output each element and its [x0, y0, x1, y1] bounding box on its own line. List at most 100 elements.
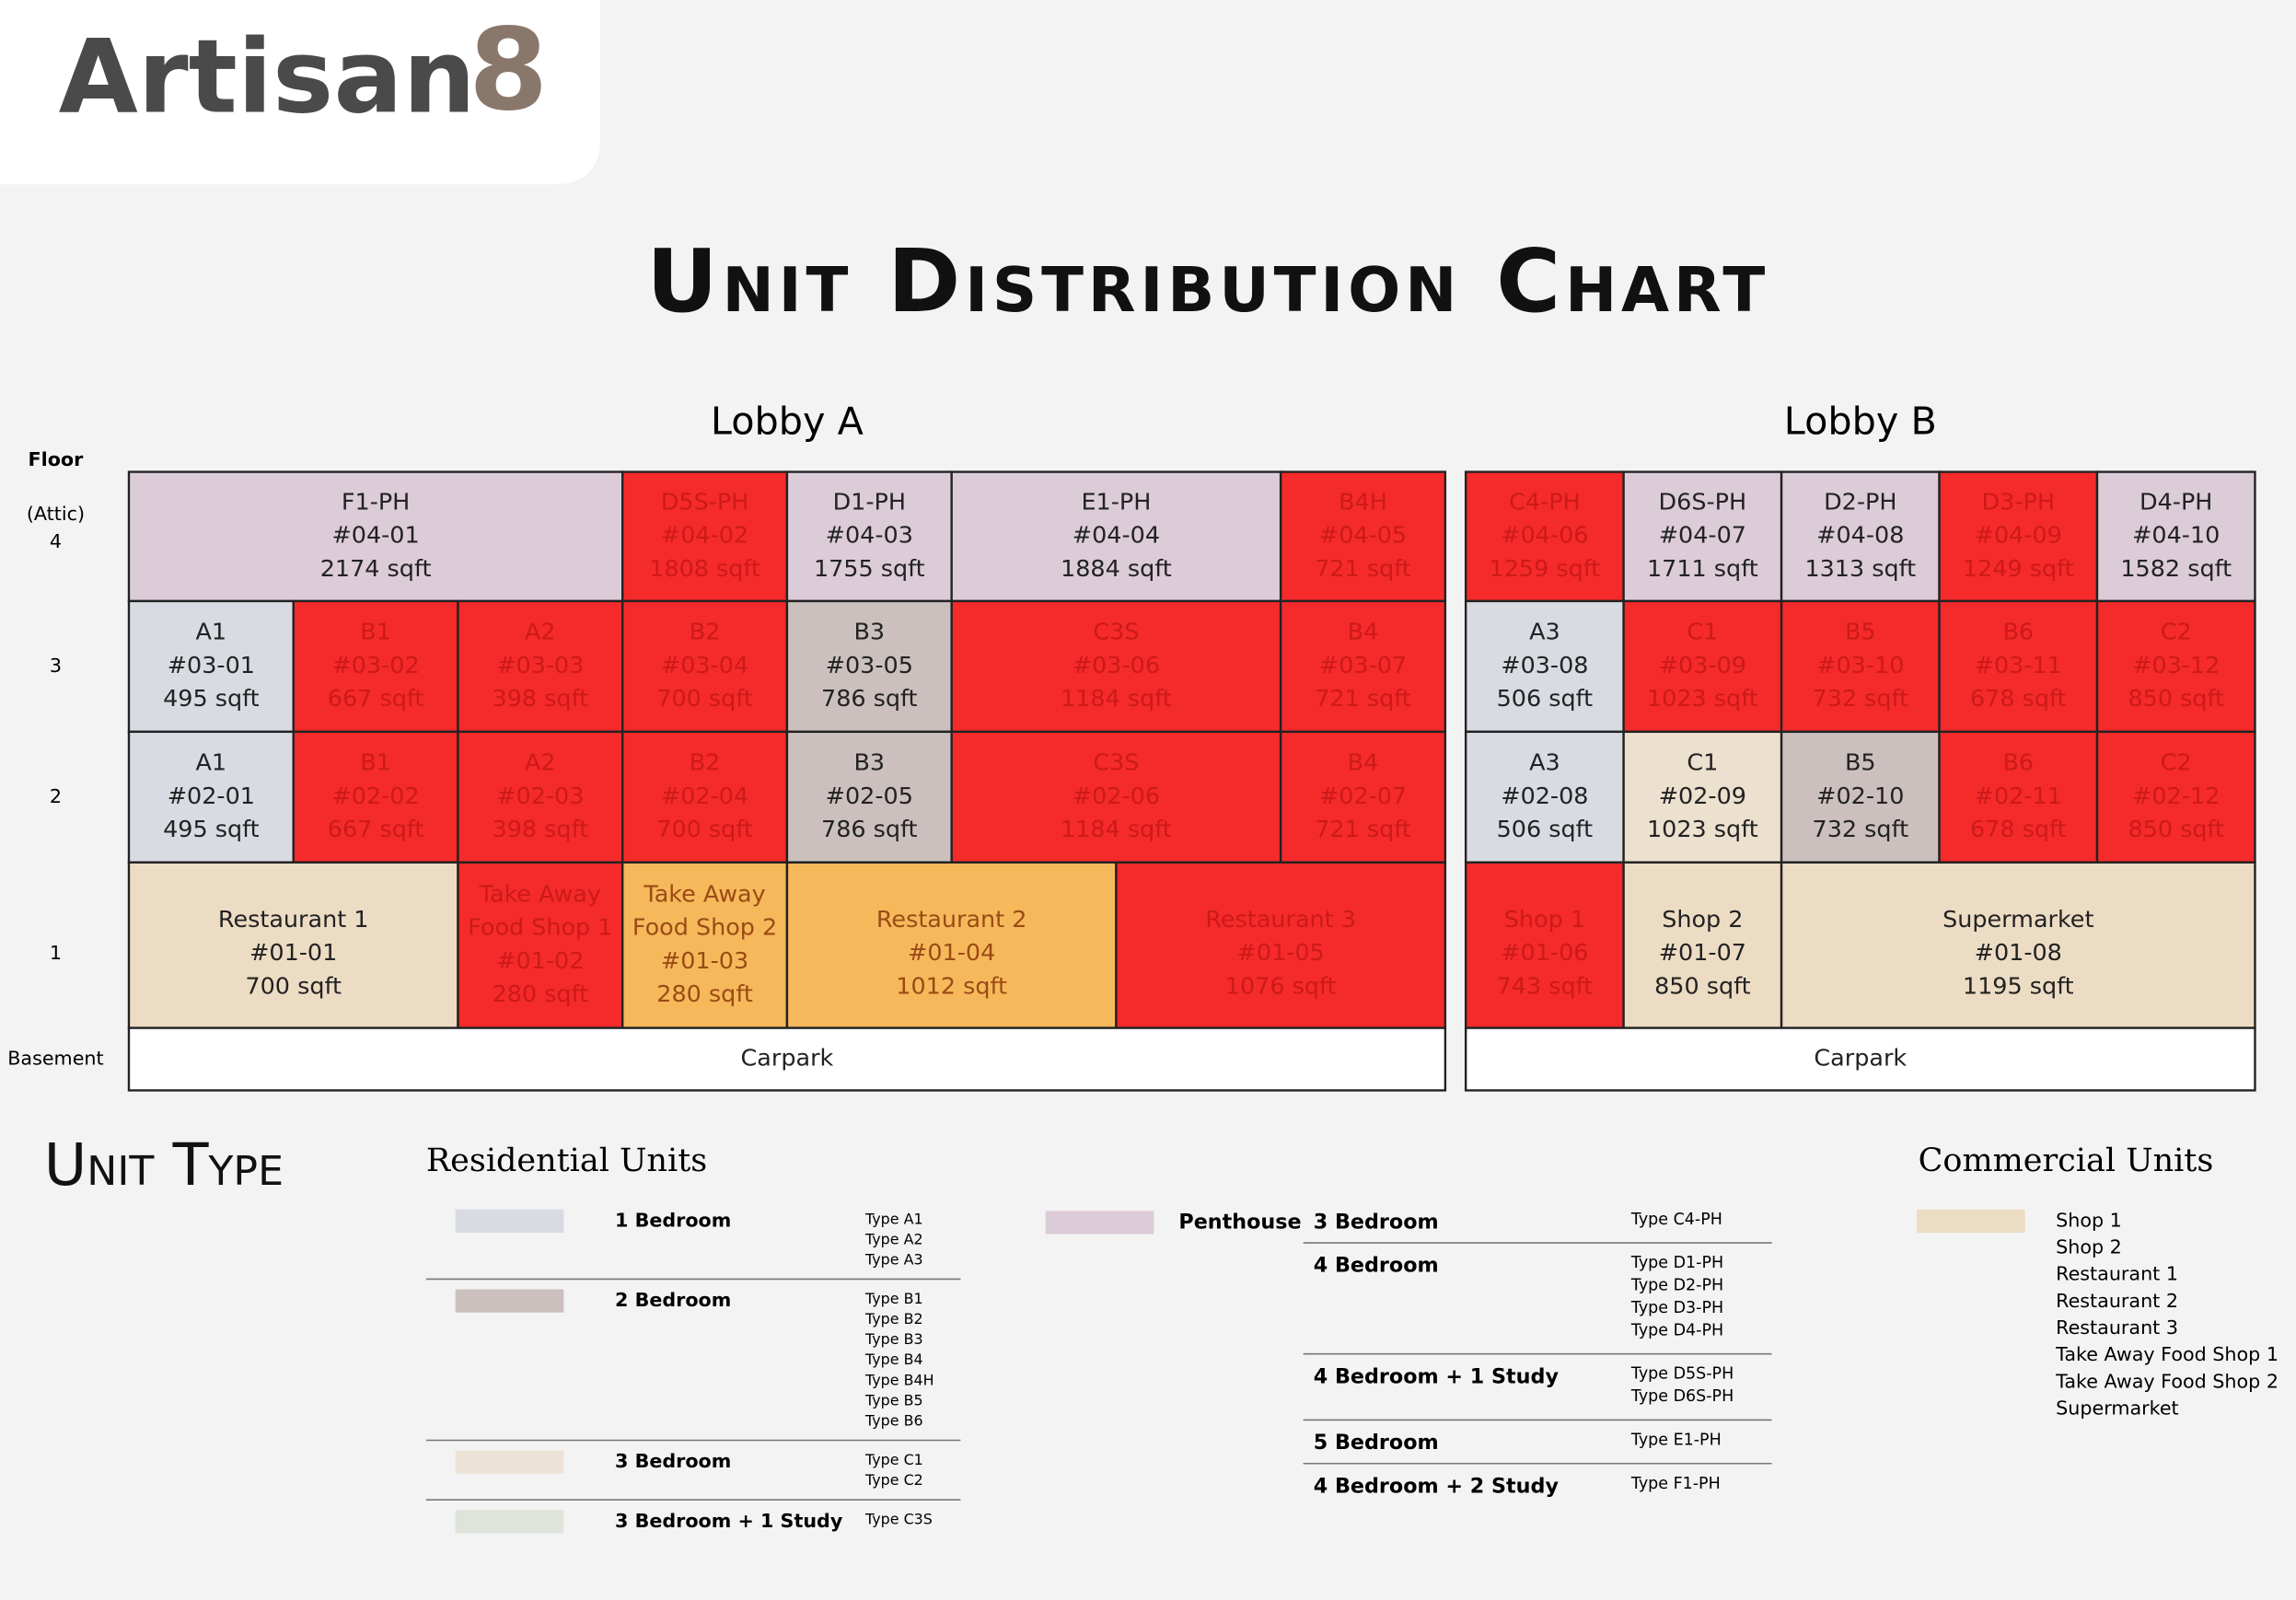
- cell-text: 1582 sqft: [2120, 554, 2232, 582]
- cell-text: 786 sqft: [821, 684, 918, 712]
- cell-text: C3S: [1093, 748, 1139, 776]
- cell-text: #02-02: [331, 782, 419, 809]
- legend-type: Type B2: [864, 1310, 923, 1328]
- floor-header: Floor: [29, 448, 85, 470]
- cell-text: Shop 1: [1504, 905, 1585, 933]
- legend-type: Type B5: [864, 1391, 923, 1409]
- legend-label: 4 Bedroom + 2 Study: [1314, 1475, 1560, 1499]
- legend-swatch: [1917, 1209, 2025, 1233]
- legend-swatch: [455, 1450, 564, 1474]
- brand: Artisan: [59, 18, 476, 136]
- unit-cell: [1938, 470, 2099, 603]
- cell-text: C2: [2161, 618, 2192, 645]
- legend-type: Type B1: [864, 1290, 923, 1307]
- cell-text: #03-05: [826, 651, 913, 678]
- unit-cell: [1464, 1026, 2256, 1092]
- cell-text: Carpark: [1814, 1044, 1907, 1072]
- cell-text: B1: [360, 618, 391, 645]
- cell-text: C4-PH: [1509, 488, 1581, 516]
- cell-text: 850 sqft: [1654, 972, 1751, 1000]
- cell-text: F1-PH: [342, 488, 410, 516]
- cell-text: 700 sqft: [656, 684, 753, 712]
- legend-label: Penthouse: [1178, 1211, 1301, 1235]
- cell-text: #02-05: [826, 782, 913, 809]
- cell-text: 667 sqft: [328, 815, 424, 842]
- legend-item: Supermarket: [2056, 1397, 2179, 1420]
- legend-heading: Unit Type: [44, 1130, 284, 1199]
- cell-text: B5: [1845, 748, 1876, 776]
- cell-text: D3-PH: [1982, 488, 2055, 516]
- cell-text: B4H: [1339, 488, 1387, 516]
- cell-text: #02-08: [1501, 782, 1588, 809]
- legend-type: Type D5S-PH: [1630, 1365, 1734, 1384]
- legend-type: Type B4H: [864, 1371, 934, 1388]
- cell-text: #03-11: [1975, 651, 2062, 678]
- unit-cell: [950, 599, 1282, 734]
- unit-cell: [127, 1026, 1447, 1092]
- cell-text: D1-PH: [833, 488, 906, 516]
- cell-text: #02-09: [1659, 782, 1746, 809]
- cell-text: D2-PH: [1824, 488, 1896, 516]
- cell-text: B6: [2002, 748, 2034, 776]
- cell-text: 721 sqft: [1315, 815, 1411, 842]
- unit-cell: [457, 599, 624, 734]
- cell-text: #04-09: [1975, 521, 2062, 549]
- cell-text: 1711 sqft: [1647, 554, 1758, 582]
- legend-item: Shop 1: [2056, 1209, 2122, 1231]
- cell-text: 1023 sqft: [1647, 684, 1758, 712]
- residential-title: Residential Units: [426, 1142, 707, 1179]
- unit-cell: [1780, 599, 1941, 734]
- unit-cell: [1115, 861, 1447, 1029]
- legend-label: 5 Bedroom: [1314, 1431, 1439, 1455]
- cell-text: #04-06: [1501, 521, 1588, 549]
- cell-text: B5: [1845, 618, 1876, 645]
- cell-text: #03-10: [1816, 651, 1904, 678]
- cell-text: C1: [1687, 618, 1718, 645]
- cell-text: #01-05: [1237, 938, 1325, 966]
- unit-cell: [1464, 861, 1625, 1029]
- cell-text: #01-08: [1975, 938, 2062, 966]
- unit-cell: [1622, 861, 1783, 1029]
- floor-note: (Attic): [27, 503, 85, 525]
- unit-cell: [292, 599, 459, 734]
- unit-cell: [1938, 599, 2099, 734]
- cell-text: 1076 sqft: [1225, 972, 1337, 1000]
- cell-text: #04-03: [826, 521, 913, 549]
- legend-swatch: [455, 1289, 564, 1313]
- legend-swatch: [1045, 1211, 1154, 1235]
- legend-type: Type D6S-PH: [1630, 1387, 1734, 1406]
- cell-text: 786 sqft: [821, 815, 918, 842]
- cell-text: #01-03: [661, 946, 748, 974]
- unit-cell: [292, 730, 459, 864]
- cell-text: #03-09: [1659, 651, 1746, 678]
- cell-text: #04-08: [1816, 521, 1904, 549]
- cell-text: A2: [525, 618, 556, 645]
- cell-text: Take Away: [643, 879, 765, 907]
- cell-text: D5S-PH: [661, 488, 749, 516]
- legend-item: Take Away Food Shop 1: [2055, 1343, 2279, 1365]
- cell-text: 398 sqft: [493, 815, 589, 842]
- cell-text: Shop 2: [1662, 905, 1743, 933]
- legend-item: Take Away Food Shop 2: [2055, 1370, 2279, 1392]
- unit-cell: [1279, 599, 1447, 734]
- cell-text: 1808 sqft: [649, 554, 760, 582]
- legend-label: 3 Bedroom + 1 Study: [615, 1510, 843, 1532]
- unit-cell: [1464, 730, 1625, 864]
- cell-text: 667 sqft: [328, 684, 424, 712]
- legend-label: 2 Bedroom: [615, 1289, 731, 1311]
- cell-text: 280 sqft: [656, 980, 753, 1007]
- floor-label: 4: [50, 530, 62, 552]
- cell-text: A3: [1529, 748, 1560, 776]
- cell-text: #01-07: [1659, 938, 1746, 966]
- cell-text: #03-06: [1073, 651, 1160, 678]
- cell-text: 700 sqft: [656, 815, 753, 842]
- cell-text: #02-03: [496, 782, 584, 809]
- cell-text: B6: [2002, 618, 2034, 645]
- cell-text: 678 sqft: [1970, 815, 2067, 842]
- cell-text: #02-11: [1975, 782, 2062, 809]
- cell-text: C3S: [1093, 618, 1139, 645]
- cell-text: Food Shop 2: [632, 913, 777, 941]
- cell-text: B1: [360, 748, 391, 776]
- legend-type: Type A2: [864, 1230, 923, 1247]
- cell-text: A2: [525, 748, 556, 776]
